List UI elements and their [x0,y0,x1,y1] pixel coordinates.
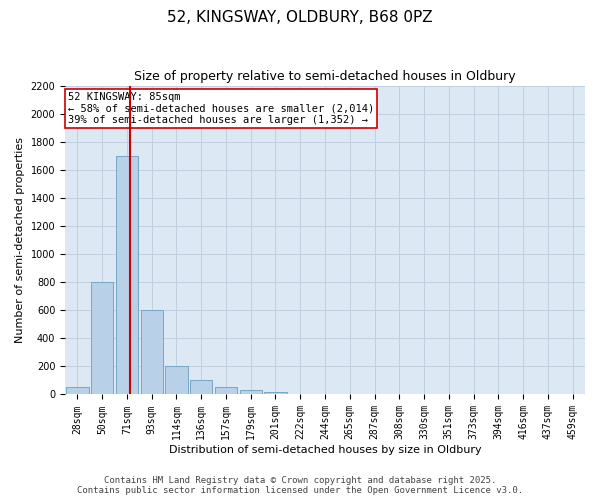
Bar [91,282,113,395]
Bar [239,390,262,394]
Bar [116,156,138,394]
X-axis label: Distribution of semi-detached houses by size in Oldbury: Distribution of semi-detached houses by … [169,445,481,455]
Bar [265,392,287,394]
Text: Contains HM Land Registry data © Crown copyright and database right 2025.
Contai: Contains HM Land Registry data © Crown c… [77,476,523,495]
Bar [66,388,89,394]
Bar [215,386,237,394]
Bar [166,366,188,394]
Text: 52, KINGSWAY, OLDBURY, B68 0PZ: 52, KINGSWAY, OLDBURY, B68 0PZ [167,10,433,25]
Bar [140,310,163,394]
Y-axis label: Number of semi-detached properties: Number of semi-detached properties [15,137,25,343]
Text: 52 KINGSWAY: 85sqm
← 58% of semi-detached houses are smaller (2,014)
39% of semi: 52 KINGSWAY: 85sqm ← 58% of semi-detache… [68,92,374,125]
Bar [190,380,212,394]
Title: Size of property relative to semi-detached houses in Oldbury: Size of property relative to semi-detach… [134,70,516,83]
